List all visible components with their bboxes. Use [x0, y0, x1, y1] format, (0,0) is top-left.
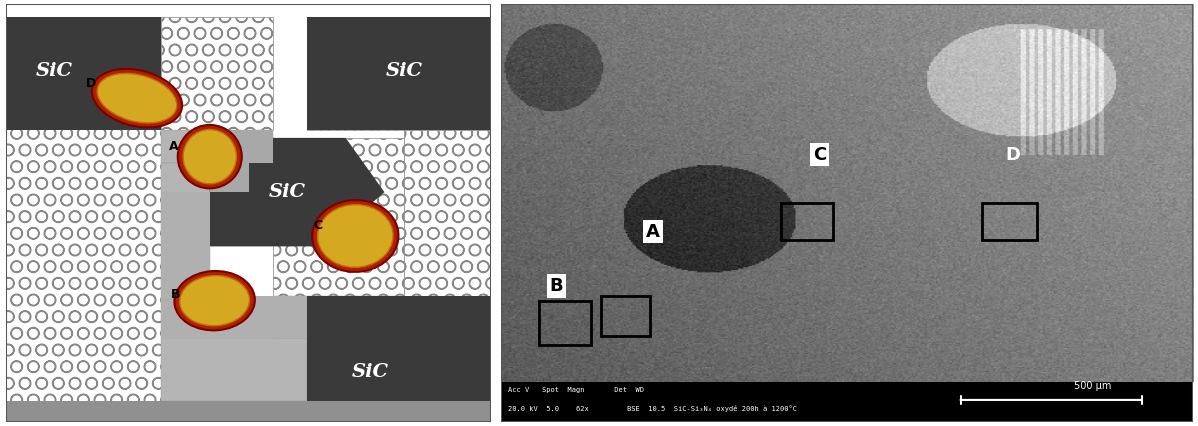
Polygon shape [162, 17, 273, 130]
Text: SiC: SiC [36, 62, 73, 80]
Text: D: D [86, 77, 96, 90]
Text: B: B [171, 288, 181, 301]
Bar [781, 202, 833, 240]
Polygon shape [162, 338, 307, 401]
Polygon shape [162, 130, 273, 163]
Ellipse shape [175, 271, 255, 330]
Ellipse shape [180, 276, 249, 326]
Polygon shape [307, 296, 491, 422]
Text: SiC: SiC [268, 183, 305, 201]
Bar [501, 382, 1193, 422]
Bar [6, 401, 491, 422]
Ellipse shape [317, 204, 393, 267]
Ellipse shape [92, 69, 182, 127]
Text: 20.0 kV  5.0    62x         BSE  10.5  SiC‑Si₃N₄ oxydé 200h à 1200°C: 20.0 kV 5.0 62x BSE 10.5 SiC‑Si₃N₄ oxydé… [508, 405, 797, 412]
Ellipse shape [97, 73, 177, 123]
Text: A: A [169, 140, 179, 153]
Polygon shape [6, 17, 162, 130]
Text: A: A [646, 223, 660, 241]
Text: C: C [812, 146, 825, 164]
Polygon shape [162, 130, 273, 192]
Polygon shape [273, 296, 404, 338]
Polygon shape [307, 17, 491, 130]
Bar [982, 202, 1037, 240]
Bar [601, 296, 649, 336]
Ellipse shape [183, 130, 236, 184]
Polygon shape [6, 17, 162, 401]
Text: B: B [550, 277, 563, 295]
Ellipse shape [177, 125, 242, 188]
Text: D: D [1005, 146, 1021, 164]
Ellipse shape [313, 200, 399, 272]
Polygon shape [162, 163, 210, 338]
Polygon shape [210, 138, 385, 246]
Text: SiC: SiC [351, 363, 388, 381]
Text: Acc V   Spot  Magn       Det  WD: Acc V Spot Magn Det WD [508, 387, 643, 393]
Text: C: C [313, 219, 322, 232]
Text: 500 μm: 500 μm [1075, 381, 1112, 391]
Text: SiC: SiC [386, 62, 423, 80]
Polygon shape [273, 138, 404, 296]
Bar [539, 301, 591, 345]
Polygon shape [162, 338, 307, 422]
Polygon shape [404, 130, 491, 422]
Polygon shape [162, 192, 307, 338]
Polygon shape [307, 17, 491, 130]
